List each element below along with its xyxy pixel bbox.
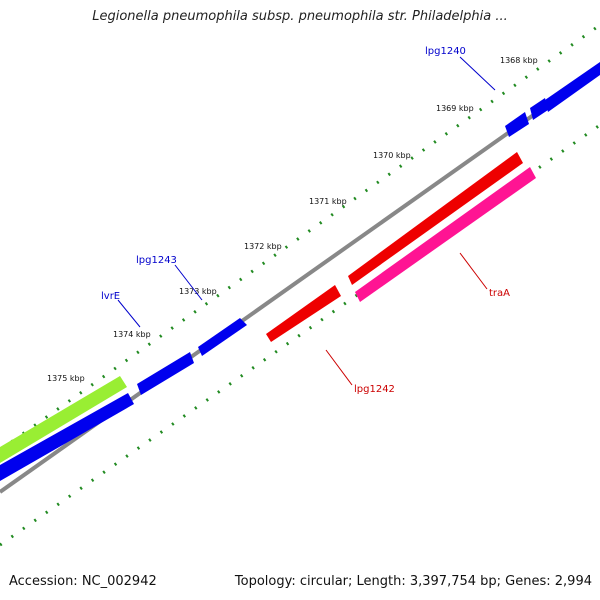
leader-line-lpg1240 — [459, 56, 496, 91]
gene-lpg1240-feature — [545, 62, 600, 112]
genome-summary-text: Topology: circular; Length: 3,397,754 bp… — [234, 574, 592, 589]
tick-label: 1374 kbp — [113, 330, 151, 339]
tick-label: 1369 kbp — [436, 104, 474, 113]
gene-lpg1242-feature — [266, 285, 341, 342]
gene-traA-red-feature — [348, 152, 523, 285]
gene-lpg1239-feature — [530, 98, 548, 120]
map-title: Legionella pneumophila subsp. pneumophil… — [92, 9, 508, 24]
gene-lvrE-feature — [137, 352, 194, 395]
reverse-genes — [266, 152, 523, 342]
tick-label: 1368 kbp — [500, 56, 538, 65]
leader-line-traA — [459, 252, 488, 290]
forward-genes — [0, 62, 600, 481]
tick-label: 1371 kbp — [309, 197, 347, 206]
gene-label-lpg1240[interactable]: lpg1240 — [425, 46, 466, 57]
leader-line-lpg1242 — [325, 349, 353, 386]
gene-label-lpg1243[interactable]: lpg1243 — [136, 255, 177, 266]
tick-label: 1370 kbp — [373, 151, 411, 160]
gene-label-traA[interactable]: traA — [489, 288, 510, 299]
accession-text: Accession: NC_002942 — [9, 574, 157, 589]
leader-line-lpg1243 — [174, 264, 203, 301]
gene-label-lvrE[interactable]: lvrE — [101, 291, 120, 302]
tick-label: 1375 kbp — [47, 374, 85, 383]
outer-scale-ring — [0, 23, 600, 452]
leader-line-lvrE — [117, 299, 141, 328]
gene-label-lpg1242[interactable]: lpg1242 — [354, 384, 395, 395]
pink-feature — [355, 167, 536, 302]
gene-lpg1238-feature — [505, 112, 529, 137]
tick-label: 1372 kbp — [244, 242, 282, 251]
gene-lpg1243-feature — [198, 318, 247, 356]
gene-lvrE-upstream-feature — [0, 393, 134, 481]
tick-label: 1373 kbp — [179, 287, 217, 296]
green-feature — [0, 376, 127, 463]
